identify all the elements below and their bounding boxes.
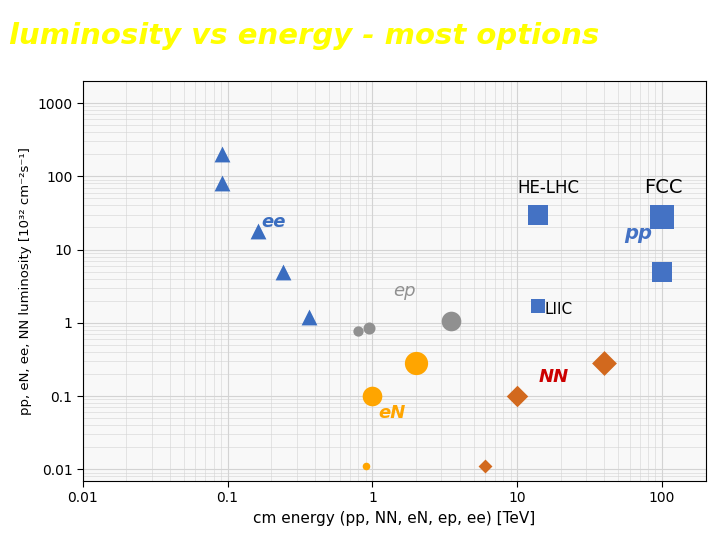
- Point: [446, 317, 457, 326]
- Text: ee: ee: [261, 213, 285, 232]
- Point: [366, 392, 378, 400]
- X-axis label: cm energy (pp, NN, eN, ep, ee) [TeV]: cm energy (pp, NN, eN, ep, ee) [TeV]: [253, 511, 536, 525]
- Point: [480, 462, 491, 470]
- Point: [216, 150, 228, 159]
- Point: [353, 326, 364, 335]
- Point: [216, 179, 228, 188]
- Point: [410, 359, 422, 368]
- Point: [656, 212, 667, 221]
- Text: pp: pp: [624, 224, 652, 243]
- Point: [656, 267, 667, 276]
- Text: NN: NN: [539, 368, 569, 386]
- Point: [364, 323, 375, 332]
- Point: [480, 462, 491, 470]
- Point: [303, 313, 315, 321]
- Point: [511, 392, 523, 400]
- Point: [252, 226, 264, 235]
- Point: [533, 210, 544, 219]
- Point: [598, 359, 610, 368]
- Text: ep: ep: [394, 282, 416, 300]
- Point: [277, 267, 289, 276]
- Text: luminosity vs energy - most options: luminosity vs energy - most options: [9, 23, 599, 50]
- Y-axis label: pp, eN, ee, NN luminosity [10³² cm⁻²s⁻¹]: pp, eN, ee, NN luminosity [10³² cm⁻²s⁻¹]: [19, 147, 32, 415]
- Point: [533, 301, 544, 310]
- Text: HE-LHC: HE-LHC: [517, 179, 579, 197]
- Text: LIIC: LIIC: [545, 302, 573, 318]
- Text: eN: eN: [379, 404, 406, 422]
- Text: FCC: FCC: [644, 178, 683, 197]
- Point: [360, 462, 372, 470]
